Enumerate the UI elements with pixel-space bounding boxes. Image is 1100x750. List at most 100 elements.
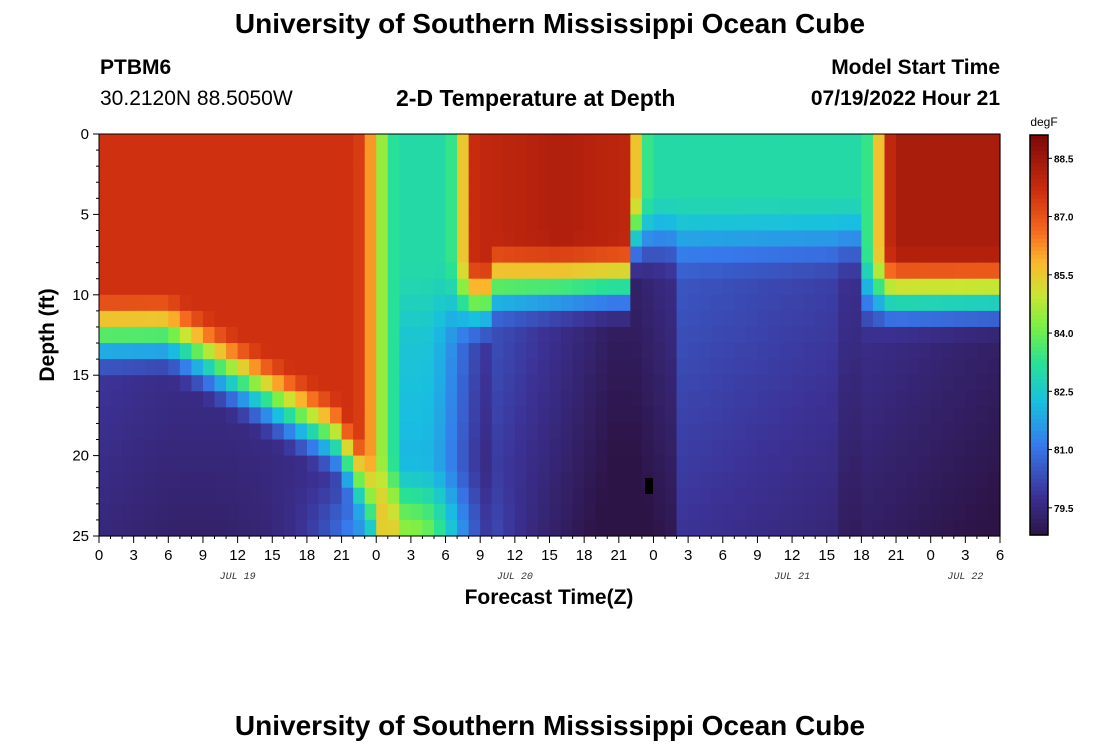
heatmap-cell [202,423,216,441]
heatmap-cell [306,359,320,376]
heatmap-cell [930,439,943,457]
heatmap-cell [757,487,770,505]
heatmap-cell [965,423,978,441]
heatmap-cell [815,519,828,537]
heatmap-cell [457,278,470,296]
colorbar-tick-label: 84.0 [1054,329,1074,340]
heatmap-cell [306,471,320,489]
heatmap-cell [122,391,135,408]
heatmap-cell [122,294,135,312]
heatmap-cell [468,294,481,312]
heatmap-cell [607,182,620,199]
heatmap-cell [526,198,539,215]
heatmap-cell [595,423,608,441]
heatmap-cell [976,230,990,248]
heatmap-cell [399,198,412,215]
heatmap-cell [122,166,135,183]
colorbar-segment [1030,255,1048,260]
colorbar-tick-label: 79.5 [1054,504,1074,515]
heatmap-cell [387,150,400,167]
heatmap-cell [757,198,770,215]
heatmap-cell [826,134,839,151]
heatmap-cell [919,166,932,183]
heatmap-cell [815,262,828,280]
heatmap-cell [179,455,193,473]
heatmap-cell [191,343,204,360]
heatmap-cell [399,423,412,441]
heatmap-cell [318,519,331,537]
heatmap-cell [480,519,493,537]
heatmap-cell [803,326,816,344]
heatmap-cell [595,294,608,312]
heatmap-cell [110,246,123,264]
heatmap-cell [572,455,585,473]
heatmap-cell [953,182,966,199]
heatmap-cell [272,391,285,408]
heatmap-cell [699,198,712,215]
heatmap-cell [306,343,320,360]
heatmap-cell [930,455,943,473]
heatmap-cell [480,182,493,199]
heatmap-cell [226,423,239,441]
heatmap-cell [826,487,839,505]
heatmap-cell [919,391,932,408]
heatmap-cell [607,487,620,505]
heatmap-cell [422,214,435,232]
heatmap-cell [526,487,539,505]
heatmap-cell [168,471,181,489]
heatmap-cell [514,407,527,425]
heatmap-cell [468,134,481,151]
heatmap-cell [561,359,574,376]
heatmap-cell [838,471,851,489]
colorbar-segment [1030,139,1048,144]
heatmap-cell [202,359,216,376]
heatmap-cell [976,471,990,489]
heatmap-cell [283,230,296,248]
heatmap-cell [341,278,354,296]
heatmap-cells [99,134,1001,537]
heatmap-cell [676,407,689,425]
heatmap-cell [110,439,123,457]
heatmap-cell [214,294,227,312]
heatmap-cell [872,182,886,199]
x-tick-label: 15 [541,547,558,564]
heatmap-cell [318,343,331,360]
heatmap-cell [249,519,262,537]
heatmap-cell [295,246,308,264]
colorbar: 88.587.085.584.082.581.079.5 [1029,134,1074,536]
heatmap-cell [122,343,135,360]
heatmap-cell [584,326,597,344]
heatmap-cell [503,343,516,360]
heatmap-cell [988,455,1001,473]
heatmap-cell [688,343,701,360]
heatmap-cell [884,246,897,264]
colorbar-segment [1030,459,1048,464]
heatmap-cell [491,230,504,248]
heatmap-cell [491,278,504,296]
heatmap-cell [722,182,735,199]
heatmap-cell [202,455,216,473]
heatmap-cell [433,326,447,344]
heatmap-cell [780,375,793,392]
heatmap-cell [884,439,897,457]
heatmap-cell [930,471,943,489]
heatmap-cell [330,407,343,425]
heatmap-cell [364,150,377,167]
heatmap-cell [896,310,909,328]
heatmap-cell [757,423,770,441]
heatmap-cell [133,487,146,505]
heatmap-cell [145,359,158,376]
heatmap-cell [341,246,354,264]
heatmap-cell [433,166,447,183]
heatmap-cell [792,471,805,489]
heatmap-cell [376,503,389,521]
heatmap-cell [480,439,493,457]
heatmap-cell [676,423,689,441]
heatmap-cell [330,343,343,360]
heatmap-cell [549,310,562,328]
heatmap-cell [607,214,620,232]
heatmap-cell [907,391,920,408]
colorbar-segment [1030,507,1048,512]
heatmap-cell [491,391,504,408]
heatmap-cell [110,455,123,473]
